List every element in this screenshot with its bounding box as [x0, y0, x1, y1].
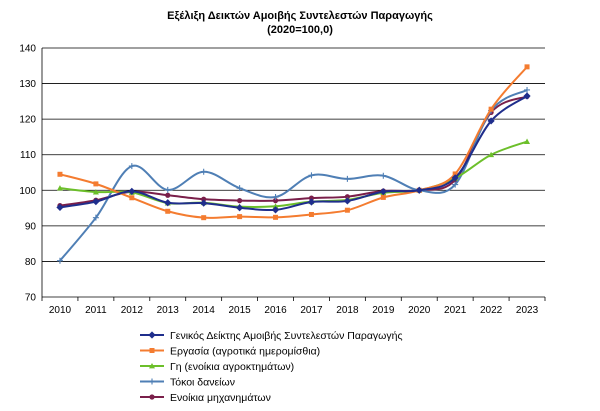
data-point: [164, 199, 172, 207]
y-tick-label: 100: [19, 186, 36, 197]
x-tick-label: 2019: [372, 305, 395, 316]
data-point: [56, 185, 63, 191]
data-point: [165, 192, 171, 198]
data-point: [380, 194, 386, 200]
data-point: [128, 163, 135, 170]
legend-item: Εργασία (αγροτικά ημερομίσθια): [140, 345, 320, 357]
legend-marker: [149, 363, 155, 369]
x-tick-label: 2018: [336, 305, 359, 316]
data-point: [452, 181, 459, 188]
legend-item: Ενοίκια μηχανημάτων: [140, 392, 271, 404]
y-tick-label: 80: [25, 257, 37, 268]
data-point: [343, 197, 351, 205]
data-point: [129, 195, 135, 201]
data-point: [200, 199, 208, 207]
data-point: [236, 204, 244, 212]
x-tick-label: 2010: [49, 305, 72, 316]
data-point: [307, 198, 316, 206]
y-tick-label: 140: [19, 44, 36, 55]
series-2: [57, 64, 530, 221]
legend-label: Τόκοι δανείων: [170, 376, 235, 388]
data-point: [237, 214, 243, 220]
legend-item: Γενικός Δείκτης Αμοιβής Συντελεστών Παρα…: [140, 330, 403, 342]
x-tick-label: 2020: [408, 305, 431, 316]
data-point: [128, 187, 136, 195]
x-tick-label: 2021: [444, 305, 467, 316]
data-point: [272, 194, 279, 201]
data-point: [523, 92, 531, 100]
data-point: [237, 198, 243, 204]
data-point: [165, 208, 171, 214]
legend-marker: [149, 378, 155, 385]
legend-label: Γενικός Δείκτης Αμοιβής Συντελεστών Παρα…: [170, 330, 403, 342]
x-tick-label: 2017: [300, 305, 323, 316]
data-point: [379, 188, 387, 196]
data-point: [201, 196, 207, 202]
x-tick-label: 2023: [516, 305, 539, 316]
legend-marker: [148, 331, 156, 339]
series-line: [59, 95, 528, 207]
data-point: [524, 86, 531, 93]
data-point: [272, 203, 279, 209]
chart-subtitle: (2020=100,0): [267, 24, 333, 36]
data-point: [308, 211, 314, 217]
legend-label: Γη (ενοίκια αγροκτημάτων): [170, 361, 294, 373]
series-1: [56, 92, 531, 214]
x-tick-label: 2013: [157, 305, 180, 316]
data-point: [524, 138, 531, 144]
y-tick-label: 130: [19, 79, 36, 90]
data-point: [452, 171, 458, 177]
data-point: [164, 186, 171, 193]
data-point: [271, 206, 280, 214]
x-tick-label: 2014: [193, 305, 216, 316]
data-point: [236, 185, 243, 192]
data-point: [524, 64, 530, 70]
data-point: [272, 198, 279, 204]
x-tick-label: 2016: [264, 305, 287, 316]
legend-label: Ενοίκια μηχανημάτων: [170, 392, 271, 404]
data-point: [344, 175, 351, 182]
x-tick-label: 2022: [480, 305, 503, 316]
data-point: [273, 214, 279, 220]
data-point: [308, 172, 315, 179]
x-tick-label: 2011: [85, 305, 107, 316]
data-point: [200, 168, 207, 175]
legend-item: Τόκοι δανείων: [140, 376, 235, 388]
data-point: [92, 189, 99, 195]
legend-marker: [149, 348, 155, 353]
data-point: [308, 195, 315, 201]
data-point: [487, 117, 495, 125]
legend: Γενικός Δείκτης Αμοιβής Συντελεστών Παρα…: [140, 330, 403, 404]
data-point: [415, 186, 423, 194]
data-point: [344, 207, 350, 213]
data-point: [451, 174, 459, 182]
legend-label: Εργασία (αγροτικά ημερομίσθια): [170, 345, 320, 357]
x-tick-label: 2015: [228, 305, 251, 316]
data-point: [344, 194, 350, 200]
data-point: [93, 181, 99, 187]
data-point: [57, 171, 63, 177]
legend-marker: [149, 394, 155, 400]
data-point: [56, 203, 64, 211]
y-tick-label: 120: [19, 115, 36, 126]
data-point: [92, 198, 100, 206]
data-point: [488, 106, 494, 112]
y-tick-label: 90: [25, 221, 37, 232]
data-point: [380, 172, 387, 179]
data-point: [56, 257, 63, 264]
data-point: [201, 215, 207, 221]
plot-area: 70 80 90 100 110 120 130 140 2010 2011 2012 2013 201…: [19, 44, 546, 316]
data-point: [488, 151, 495, 158]
chart-title: Εξέλιξη Δεικτών Αμοιβής Συντελεστών Παρα…: [167, 10, 433, 22]
legend-item: Γη (ενοίκια αγροκτημάτων): [140, 361, 294, 373]
data-point: [92, 214, 99, 221]
y-tick-label: 70: [25, 293, 37, 304]
x-tick-label: 2012: [121, 305, 144, 316]
y-tick-label: 110: [20, 150, 36, 161]
